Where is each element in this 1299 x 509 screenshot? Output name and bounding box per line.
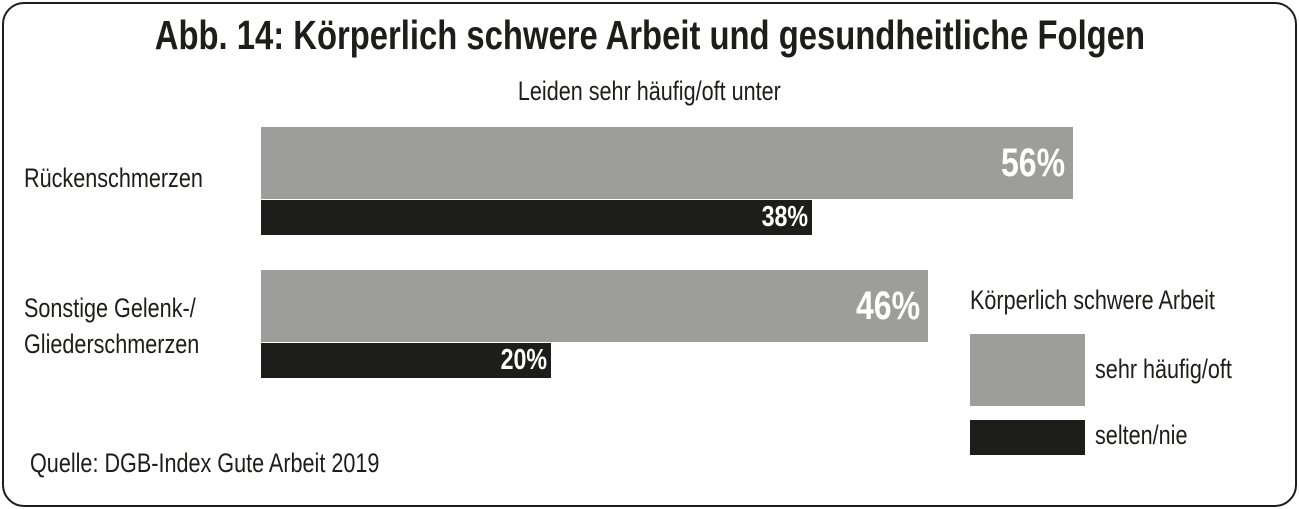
data-label-0-0: 56% bbox=[985, 141, 1065, 186]
data-label-1-0: 46% bbox=[840, 284, 920, 329]
category-label-1-line-0: Sonstige Gelenk-/ bbox=[24, 293, 196, 323]
legend-label-1-text: selten/nie bbox=[1095, 420, 1188, 450]
chart-title: Abb. 14: Körperlich schwere Arbeit und g… bbox=[0, 12, 1299, 59]
legend-swatch-0 bbox=[970, 334, 1085, 406]
legend-title-text: Körperlich schwere Arbeit bbox=[970, 285, 1215, 315]
chart-title-text: Abb. 14: Körperlich schwere Arbeit und g… bbox=[154, 12, 1145, 58]
category-label-1-line-1: Gliederschmerzen bbox=[24, 329, 200, 359]
bar-1-1: 20% bbox=[261, 343, 551, 378]
legend-label-0: sehr häufig/oft bbox=[1095, 354, 1266, 385]
category-label-1: Sonstige Gelenk-/ Gliederschmerzen bbox=[24, 290, 243, 362]
bar-0-0: 56% bbox=[261, 127, 1073, 199]
bar-1-0: 46% bbox=[261, 270, 928, 342]
data-label-text: 20% bbox=[500, 344, 547, 376]
data-label-text: 46% bbox=[855, 284, 920, 328]
bar-0-1: 38% bbox=[261, 200, 812, 235]
source-note-text: Quelle: DGB-Index Gute Arbeit 2019 bbox=[30, 448, 380, 478]
category-label-0: Rückenschmerzen bbox=[24, 160, 248, 196]
legend-label-0-text: sehr häufig/oft bbox=[1095, 354, 1232, 384]
data-label-1-1: 20% bbox=[489, 344, 547, 377]
chart-subtitle: Leiden sehr häufig/oft unter bbox=[0, 76, 1299, 107]
category-label-0-line-0: Rückenschmerzen bbox=[24, 163, 203, 193]
data-label-text: 56% bbox=[1000, 141, 1065, 185]
chart-subtitle-text: Leiden sehr häufig/oft unter bbox=[517, 76, 781, 106]
source-note: Quelle: DGB-Index Gute Arbeit 2019 bbox=[30, 448, 467, 479]
legend-title: Körperlich schwere Arbeit bbox=[970, 285, 1276, 316]
legend-swatch-1 bbox=[970, 420, 1085, 455]
data-label-text: 38% bbox=[761, 201, 808, 233]
legend-label-1: selten/nie bbox=[1095, 420, 1211, 451]
data-label-0-1: 38% bbox=[750, 201, 808, 234]
